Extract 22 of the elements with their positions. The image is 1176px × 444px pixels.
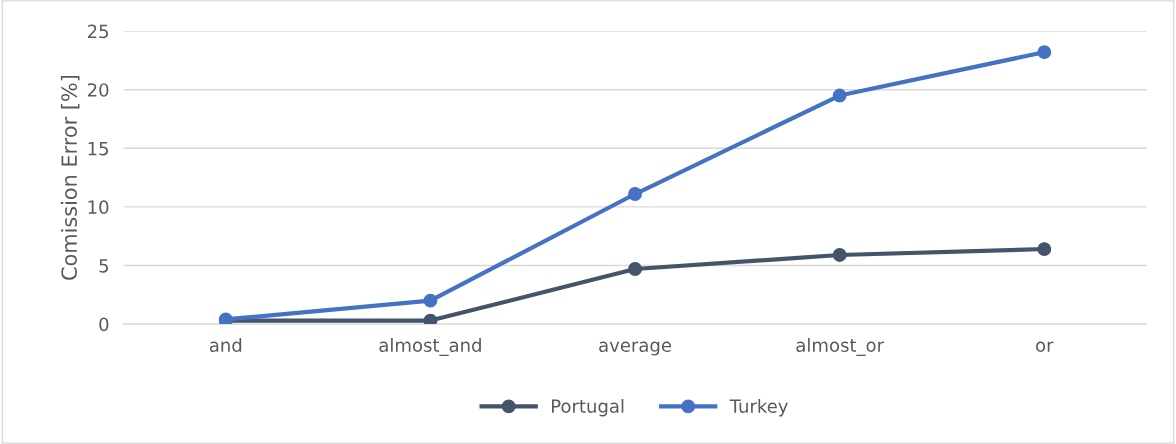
point [628, 187, 642, 201]
x-tick-label: average [599, 341, 672, 356]
y-tick-label: 0 [99, 317, 109, 332]
point [423, 313, 438, 325]
y-tick-label: 15 [88, 141, 109, 156]
x-tick-label: and [209, 338, 242, 352]
y-tick-label: 20 [87, 83, 109, 97]
point [832, 248, 847, 262]
point [1037, 242, 1052, 257]
legend-label: Portugal [551, 398, 624, 417]
x-tick-label: almost_or [796, 338, 885, 356]
x-tick-label: or [1036, 341, 1054, 352]
legend-label: Turkey [729, 398, 788, 417]
y-tick-label: 5 [99, 259, 109, 273]
y-axis-title: Comission Error [%] [60, 75, 80, 280]
y-tick-label: 25 [87, 24, 109, 39]
point [423, 293, 438, 308]
point [1037, 45, 1052, 60]
point [832, 88, 847, 103]
x-tick-label: almost_and [379, 338, 481, 356]
point [628, 262, 642, 276]
y-tick-label: 10 [88, 200, 109, 215]
